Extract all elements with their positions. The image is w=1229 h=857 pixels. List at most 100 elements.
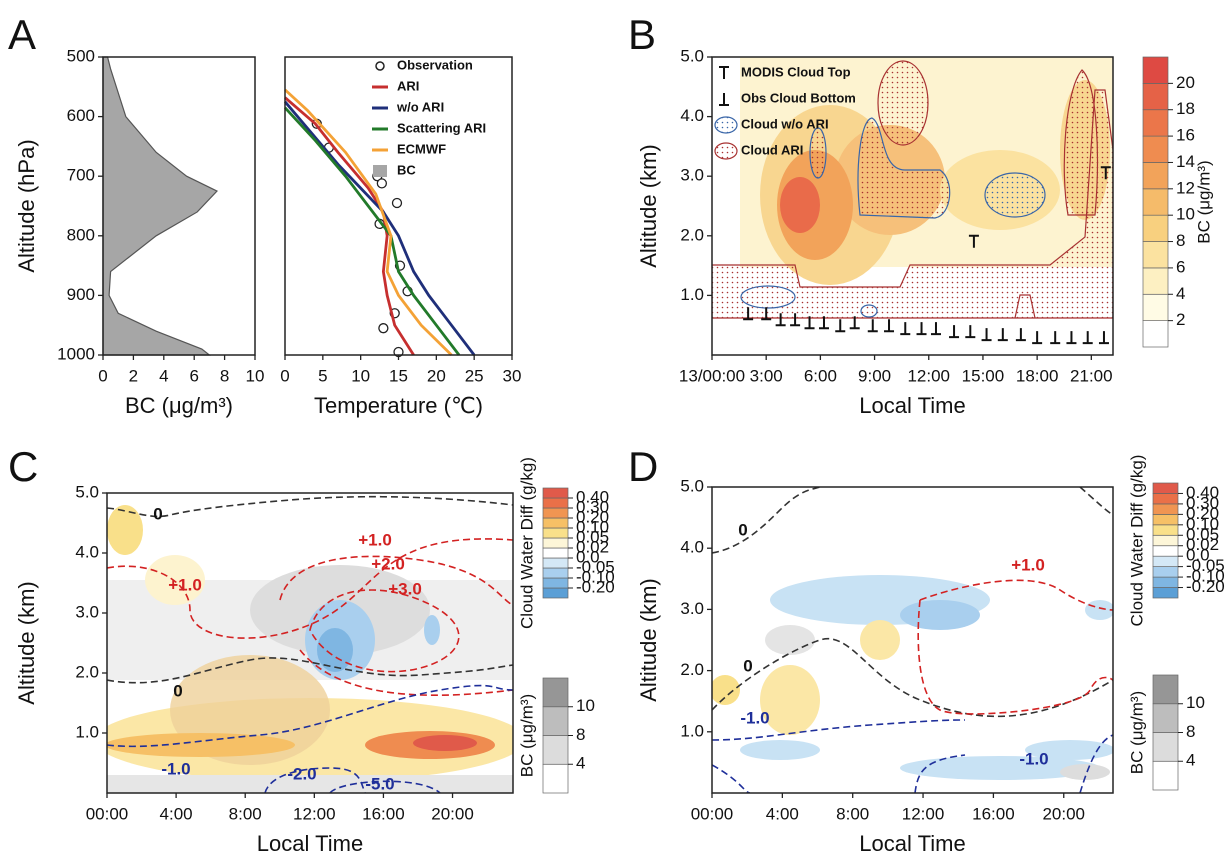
colorbar-label: Cloud Water Diff (g/kg): [1127, 455, 1146, 627]
y-tick-label: 5.0: [680, 46, 704, 65]
legend-marker: [719, 93, 729, 106]
x-axis-label: Local Time: [859, 831, 965, 856]
legend-label: w/o ARI: [396, 99, 444, 114]
y-tick-label: 3.0: [75, 602, 99, 621]
colorbar-block: [1152, 732, 1179, 762]
colorbar-block: [1152, 545, 1179, 557]
bc-profile: [102, 56, 218, 356]
x-tick-label: 5: [318, 366, 327, 385]
colorbar-block: [542, 557, 569, 569]
colorbar-tick-label: 10: [576, 696, 595, 715]
cloud-bottom-marker: [997, 328, 1008, 342]
cloud-bottom-marker: [775, 313, 786, 327]
y-tick-label: 2.0: [680, 660, 704, 679]
colorbar-block: [1142, 83, 1169, 111]
cloud-bottom-marker: [930, 322, 941, 336]
cloud-bottom-marker: [1032, 331, 1043, 345]
colorbar-tick-label: -0.20: [576, 577, 615, 596]
colorbar-block: [1152, 587, 1179, 599]
colorbar-tick-label: 0.40: [576, 487, 609, 506]
plot-frame: [711, 56, 1114, 356]
observation-point: [376, 178, 388, 189]
contour-label: -2.0: [287, 764, 316, 783]
x-tick-label: 30: [503, 366, 522, 385]
colorbar-block: [1152, 674, 1179, 705]
legend-label: Scattering ARI: [397, 120, 486, 135]
plot-frame: [711, 486, 1114, 794]
colorbar-tick-label: -0.05: [1186, 556, 1225, 575]
colorbar-tick-label: -0.10: [576, 567, 615, 586]
x-axis-label: Local Time: [257, 831, 363, 856]
legend-label: Obs Cloud Bottom: [741, 90, 856, 105]
legend-marker: [373, 165, 387, 177]
colorbar-block: [1142, 267, 1169, 295]
colorbar-block: [1152, 493, 1179, 505]
legend-label: BC: [397, 162, 416, 177]
contour-label: +1.0: [168, 575, 202, 594]
y-tick-label: 2.0: [75, 662, 99, 681]
x-axis-label: Temperature (℃): [314, 393, 483, 418]
x-tick-label: 00:00: [691, 804, 734, 823]
colorbar-block: [542, 677, 569, 708]
colorbar-block: [542, 497, 569, 509]
y-axis-label: Altitude (km): [636, 144, 661, 267]
cloud-bottom-marker: [818, 316, 829, 330]
contour-label: 0: [153, 504, 162, 523]
colorbar-block: [542, 587, 569, 599]
colorbar-tick-label: 0.0: [576, 547, 600, 566]
colorbar-tick-label: 0.05: [576, 527, 609, 546]
x-tick-label: 8: [220, 366, 229, 385]
x-tick-label: 12:00: [902, 804, 945, 823]
x-tick-label: 3:00: [750, 366, 783, 385]
contour-label: 0: [743, 656, 752, 675]
y-tick-label: 4.0: [680, 106, 704, 125]
colorbar-block: [1152, 576, 1179, 588]
colorbar-block: [542, 547, 569, 559]
colorbar-tick-label: 4: [1176, 284, 1185, 303]
cloud-diff-field: [107, 495, 513, 793]
colorbar-block: [542, 577, 569, 589]
colorbar-tick-label: 18: [1176, 99, 1195, 118]
y-axis-label: Altitude (hPa): [14, 139, 39, 272]
panel-letter: A: [8, 11, 36, 58]
y-axis-label: Altitude (km): [636, 578, 661, 701]
y-tick-label: 800: [67, 225, 95, 244]
x-tick-label: 6: [189, 366, 198, 385]
colorbar-block: [542, 507, 569, 519]
x-tick-label: 8:00: [229, 804, 262, 823]
colorbar-block: [542, 537, 569, 549]
x-tick-label: 20: [427, 366, 446, 385]
colorbar-block: [1142, 320, 1169, 348]
colorbar-block: [1152, 503, 1179, 515]
cloud-bottom-marker: [1066, 331, 1077, 345]
x-tick-label: 13/00:00: [679, 366, 745, 385]
cloud-bottom-marker: [965, 325, 976, 339]
colorbar-block: [1142, 241, 1169, 269]
x-tick-label: 9:00: [858, 366, 891, 385]
x-tick-label: 20:00: [1042, 804, 1085, 823]
contour-label: -1.0: [1019, 749, 1048, 768]
contour-label: +1.0: [358, 530, 392, 549]
colorbar-tick-label: 4: [576, 754, 585, 773]
panel-letter: D: [628, 443, 658, 490]
legend-label: ECMWF: [397, 141, 446, 156]
cloud-bottom-marker: [867, 319, 878, 333]
colorbar-tick-label: 14: [1176, 152, 1195, 171]
cloud-bottom-marker: [1015, 328, 1026, 342]
y-tick-label: 4.0: [75, 542, 99, 561]
colorbar-tick-label: 0.30: [1186, 493, 1219, 512]
colorbar-tick-label: 0.20: [576, 507, 609, 526]
colorbar-label: Cloud Water Diff (g/kg): [517, 457, 536, 629]
colorbar-block: [1142, 56, 1169, 84]
colorbar-block: [1142, 214, 1169, 242]
x-tick-label: 21:00: [1070, 366, 1113, 385]
contour-label: -1.0: [740, 708, 769, 727]
x-tick-label: 20:00: [431, 804, 474, 823]
colorbar-block: [1142, 293, 1169, 321]
x-tick-label: 4: [159, 366, 168, 385]
colorbar-block: [542, 567, 569, 579]
colorbar-tick-label: 10: [1186, 693, 1205, 712]
colorbar-block: [542, 517, 569, 529]
cloud-bottom-marker: [949, 325, 960, 339]
